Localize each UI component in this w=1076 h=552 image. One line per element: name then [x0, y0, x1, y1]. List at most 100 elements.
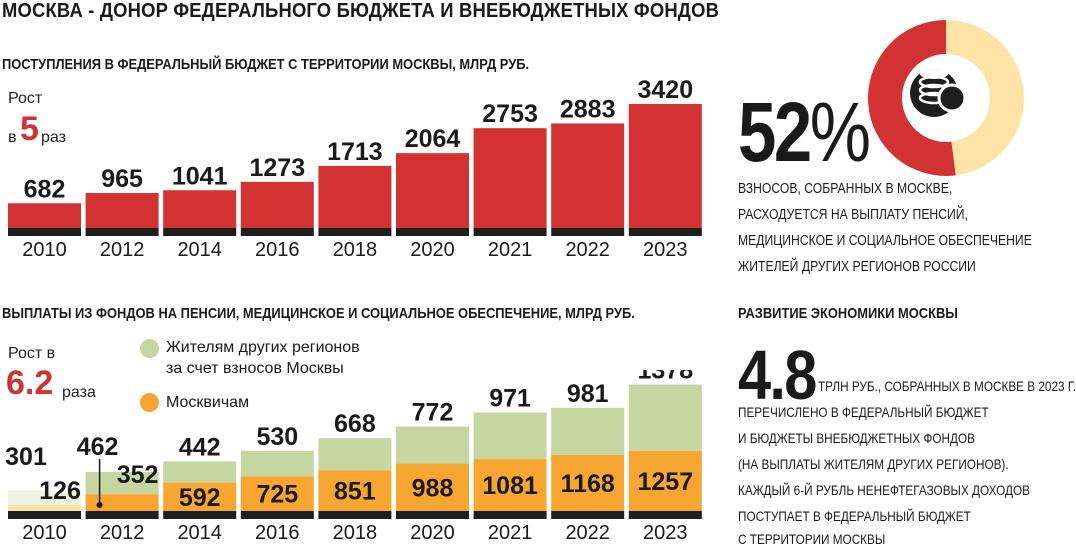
moscow-bar-2014	[163, 482, 237, 511]
payments-bar-base-2018	[318, 511, 392, 519]
payments-year-label: 2014	[177, 522, 222, 544]
moscow-bar-2022	[551, 454, 625, 511]
moscow-bar-2012	[85, 494, 159, 511]
legend-swatch-other-regions	[140, 339, 159, 358]
main-title: МОСКВА - ДОНОР ФЕДЕРАЛЬНОГО БЮДЖЕТА И ВН…	[2, 0, 720, 22]
legend-label-other-regions-2: за счет взносов Москвы	[166, 360, 344, 377]
chart2-growth-suffix: раза	[62, 384, 96, 401]
payments-year-label: 2023	[643, 522, 688, 544]
donut-segment-moscow	[946, 20, 1024, 176]
stat-52-percent-sign: %	[809, 85, 871, 179]
chart2-growth-prefix: Рост в	[8, 345, 56, 362]
chart2-growth-value: 6.2	[6, 364, 54, 402]
payments-bar-base-2022	[551, 511, 625, 519]
economy-line6: ПОСТУПАЕТ В ФЕДЕРАЛЬНЫЙ БЮДЖЕТ	[738, 508, 971, 524]
donut-segment-other-regions	[868, 19, 956, 176]
moscow-value-label: 988	[412, 474, 454, 502]
revenue-bar-2010	[8, 203, 81, 228]
coins-icon	[910, 69, 967, 117]
economy-line1: ТРЛН РУБ., СОБРАННЫХ В МОСКВЕ В 2023 Г.,	[818, 378, 1076, 394]
other-regions-bar-2012	[85, 471, 159, 495]
moscow-bar-2023	[628, 450, 702, 511]
moscow-bar-2018	[318, 470, 392, 511]
moscow-value-label: 352	[117, 461, 159, 489]
revenue-bar-2020	[396, 153, 469, 228]
payments-bar-base-2012	[85, 511, 159, 519]
revenue-bar-base-2014	[163, 228, 237, 236]
economy-line4: (НА ВЫПЛАТЫ ЖИТЕЛЯМ ДРУГИХ РЕГИОНОВ).	[738, 456, 1009, 472]
economy-line2: ПЕРЕЧИСЛЕНО В ФЕДЕРАЛЬНЫЙ БЮДЖЕТ	[738, 404, 989, 420]
payments-year-label: 2018	[333, 522, 378, 544]
revenue-value-label: 2064	[405, 125, 461, 153]
economy-title: РАЗВИТИЕ ЭКОНОМИКИ МОСКВЫ	[738, 305, 958, 322]
revenue-year-label: 2016	[255, 239, 300, 261]
other-regions-bar-2018	[318, 438, 392, 471]
stat-52-value: 52	[738, 85, 812, 179]
payments-year-label: 2012	[100, 522, 145, 544]
stat-52-line1: взносов, собранных в Москве,	[738, 181, 953, 197]
economy-line3: И БЮДЖЕТЫ ВНЕБЮДЖЕТНЫХ ФОНДОВ	[738, 430, 975, 446]
revenue-bar-base-2021	[473, 228, 547, 236]
other-regions-bar-2014	[163, 461, 237, 483]
pointer-dot	[96, 502, 103, 508]
moscow-value-label: 1081	[482, 472, 538, 500]
moscow-bar-2021	[473, 459, 547, 511]
payments-year-label: 2022	[565, 522, 610, 544]
other-regions-value-label: 462	[77, 433, 119, 461]
revenue-value-label: 1713	[327, 138, 383, 166]
moscow-value-label: 1257	[637, 468, 693, 496]
economy-line7: С ТЕРРИТОРИИ МОСКВЫ	[738, 531, 886, 547]
chart1-revenue-bars: 682 2010 965 2012 1041 2014 1273 2016 1713 2018 20…	[8, 76, 702, 261]
moscow-bar-2010	[8, 504, 81, 511]
revenue-bar-2023	[628, 104, 702, 228]
revenue-bar-base-2010	[8, 228, 81, 236]
other-regions-bar-2020	[396, 426, 469, 464]
revenue-bar-base-2016	[240, 228, 314, 236]
other-regions-value-label: 442	[179, 433, 221, 461]
stat-52-line2: расходуется на выплату пенсий,	[738, 207, 968, 223]
revenue-bar-base-2020	[396, 228, 469, 236]
revenue-bar-base-2018	[318, 228, 392, 236]
revenue-bar-base-2023	[628, 228, 702, 236]
payments-bar-base-2014	[163, 511, 237, 519]
revenue-bar-base-2022	[551, 228, 625, 236]
moscow-bar-2016	[240, 476, 314, 511]
moscow-bar-2020	[396, 463, 469, 511]
revenue-value-label: 1041	[172, 162, 228, 190]
stat-52-percent: 52%	[738, 90, 871, 174]
payments-year-label: 2021	[488, 522, 533, 544]
revenue-value-label: 3420	[637, 76, 693, 104]
moscow-value-label: 126	[39, 477, 81, 505]
donut-segments	[868, 19, 1024, 176]
other-regions-value-label: 981	[567, 380, 609, 408]
revenue-year-label: 2020	[410, 239, 455, 261]
revenue-value-label: 682	[24, 175, 66, 203]
stat-52-line4: жителей других регионов России	[738, 259, 976, 275]
revenue-bar-2022	[551, 123, 625, 228]
payments-bar-base-2020	[396, 511, 469, 519]
revenue-value-label: 965	[101, 165, 143, 193]
payments-bar-base-2010	[8, 511, 81, 519]
other-regions-bar-2023	[628, 384, 702, 451]
legend-label-moscow: Москвичам	[166, 394, 250, 411]
other-regions-value-label: 971	[489, 385, 531, 413]
other-regions-bar-2021	[473, 412, 547, 460]
stat-52-line3: медицинское и социальное обеспечение	[738, 233, 1032, 249]
revenue-bar-2014	[163, 190, 237, 228]
other-regions-bar-2010	[8, 490, 81, 505]
moscow-value-label: 725	[256, 481, 298, 509]
chart1-growth-in: в	[8, 129, 17, 146]
revenue-year-label: 2021	[488, 239, 533, 261]
revenue-year-label: 2018	[333, 239, 378, 261]
revenue-year-label: 2023	[643, 239, 688, 261]
other-regions-value-label: 301	[5, 443, 47, 471]
other-regions-bar-2016	[240, 450, 314, 477]
moscow-value-label: 851	[334, 478, 376, 506]
payments-year-label: 2016	[255, 522, 300, 544]
revenue-year-label: 2014	[177, 239, 222, 261]
chart1-growth-prefix: Рост	[8, 90, 43, 107]
payments-bar-base-2016	[240, 511, 314, 519]
revenue-value-label: 1273	[249, 154, 305, 182]
revenue-year-label: 2022	[565, 239, 610, 261]
